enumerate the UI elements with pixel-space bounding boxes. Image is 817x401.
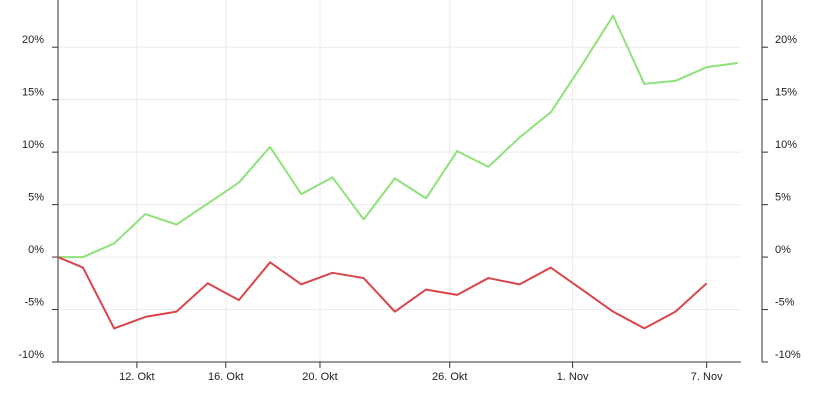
y2-tick-label: 10% [775,139,797,151]
x-tick-label: 16. Okt [208,371,243,383]
y-tick-label: 20% [22,34,44,46]
y2-tick-label: 15% [775,87,797,99]
x-tick-label: 26. Okt [432,371,467,383]
y-tick-label: -5% [24,296,44,308]
y2-tick-label: 5% [775,192,791,204]
x-tick-label: 7. Nov [691,371,723,383]
x-tick-label: 1. Nov [557,371,589,383]
y-tick-label: 10% [22,139,44,151]
x-tick-label: 20. Okt [302,371,337,383]
y2-tick-label: -5% [775,296,795,308]
y2-tick-label: 20% [775,34,797,46]
y-tick-label: 15% [22,87,44,99]
y2-tick-label: -10% [775,349,801,361]
y-tick-label: 5% [28,192,44,204]
line-series [57,256,708,330]
y-tick-label: 0% [28,244,44,256]
y-tick-label: -10% [18,349,44,361]
line-series [58,14,739,259]
x-tick-label: 12. Okt [119,371,154,383]
y2-tick-label: 0% [775,244,791,256]
